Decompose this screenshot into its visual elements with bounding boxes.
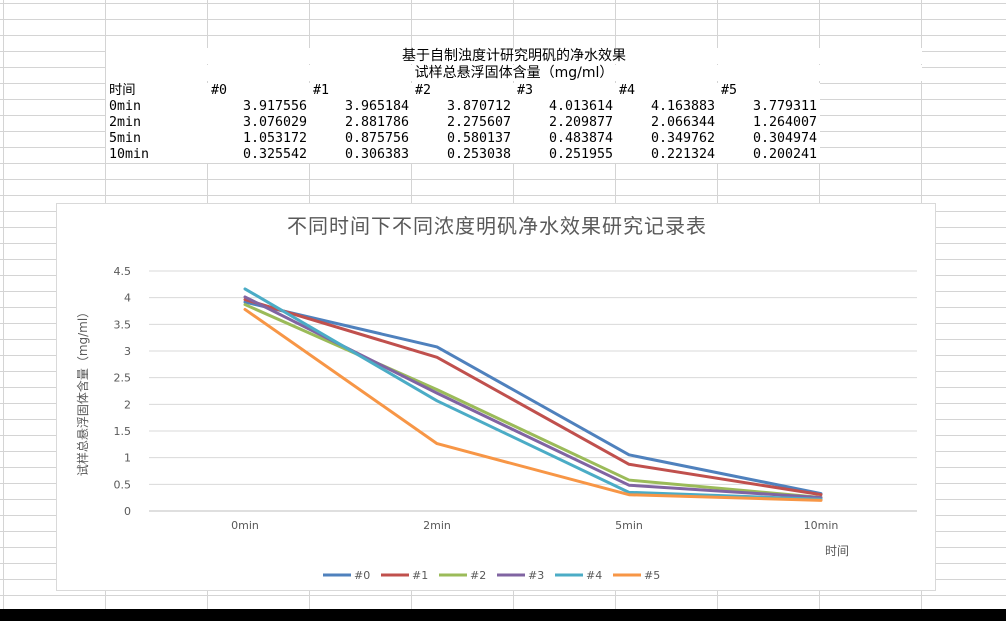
y-tick-label: 4.5	[114, 265, 132, 278]
time-cell[interactable]: 0min	[106, 99, 208, 115]
value-cell[interactable]: 3.076029	[208, 115, 310, 131]
value-cell[interactable]: 3.965184	[310, 99, 412, 115]
header-cell-2[interactable]: #2	[412, 83, 514, 99]
value-cell[interactable]: 3.779311	[718, 99, 820, 115]
y-tick-label: 4	[124, 292, 131, 305]
y-tick-label: 2.5	[114, 372, 132, 385]
x-tick-label: 10min	[804, 519, 839, 532]
chart-plot-svg: 0 0.5 1 1.5 2 2.5 3 3.5 4 4.5 0min 2min 5min 10min 时间 试…	[75, 265, 917, 582]
series-line-1	[243, 298, 823, 497]
value-cell[interactable]: 3.917556	[208, 99, 310, 115]
data-table: 时间 #0 #1 #2 #3 #4 #5 0min 3.917556 3.965…	[106, 83, 820, 163]
table-row: 10min 0.325542 0.306383 0.253038 0.25195…	[106, 147, 820, 163]
header-cell-4[interactable]: #4	[616, 83, 718, 99]
bottom-bar	[0, 609, 1006, 621]
y-tick-label: 0.5	[114, 478, 132, 491]
value-cell[interactable]: 0.325542	[208, 147, 310, 163]
series-line-2	[243, 303, 823, 500]
table-row: 5min 1.053172 0.875756 0.580137 0.483874…	[106, 131, 820, 147]
time-cell[interactable]: 2min	[106, 115, 208, 131]
value-cell[interactable]: 0.580137	[412, 131, 514, 147]
x-axis-title: 时间	[825, 544, 849, 558]
value-cell[interactable]: 0.483874	[514, 131, 616, 147]
value-cell[interactable]: 0.251955	[514, 147, 616, 163]
value-cell[interactable]: 0.304974	[718, 131, 820, 147]
value-cell[interactable]: 2.209877	[514, 115, 616, 131]
value-cell[interactable]: 1.053172	[208, 131, 310, 147]
line-chart[interactable]: 不同时间下不同浓度明矾净水效果研究记录表 0 0.5 1 1.5 2 2.5 3 3.5 4 4.…	[56, 203, 936, 591]
header-cell-1[interactable]: #1	[310, 83, 412, 99]
value-cell[interactable]: 0.221324	[616, 147, 718, 163]
value-cell[interactable]: 0.349762	[616, 131, 718, 147]
value-cell[interactable]: 0.306383	[310, 147, 412, 163]
value-cell[interactable]: 1.264007	[718, 115, 820, 131]
table-row: 0min 3.917556 3.965184 3.870712 4.013614…	[106, 99, 820, 115]
y-tick-label: 2	[124, 398, 131, 411]
value-cell[interactable]: 3.870712	[412, 99, 514, 115]
value-cell[interactable]: 0.253038	[412, 147, 514, 163]
series-line-0	[243, 300, 823, 496]
table-row: 2min 3.076029 2.881786 2.275607 2.209877…	[106, 115, 820, 131]
value-cell[interactable]: 0.200241	[718, 147, 820, 163]
sheet-title: 基于自制浊度计研究明矾的净水效果	[106, 48, 922, 64]
x-tick-label: 0min	[231, 519, 259, 532]
data-cell-block: 基于自制浊度计研究明矾的净水效果 试样总悬浮固体含量（mg/ml） 时间 #0 …	[106, 0, 922, 200]
x-tick-label: 2min	[423, 519, 451, 532]
legend-label: #3	[528, 569, 544, 582]
time-cell[interactable]: 10min	[106, 147, 208, 163]
table-header-row: 时间 #0 #1 #2 #3 #4 #5	[106, 83, 820, 99]
value-cell[interactable]: 0.875756	[310, 131, 412, 147]
header-cell-5[interactable]: #5	[718, 83, 820, 99]
series-line-5	[243, 307, 823, 502]
header-cell-0[interactable]: #0	[208, 83, 310, 99]
legend-label: #5	[644, 569, 660, 582]
y-tick-label: 3.5	[114, 318, 132, 331]
value-cell[interactable]: 2.881786	[310, 115, 412, 131]
sheet-subtitle: 试样总悬浮固体含量（mg/ml）	[106, 65, 922, 81]
legend-label: #1	[412, 569, 428, 582]
header-cell-3[interactable]: #3	[514, 83, 616, 99]
x-tick-label: 5min	[615, 519, 643, 532]
value-cell[interactable]: 2.066344	[616, 115, 718, 131]
value-cell[interactable]: 4.163883	[616, 99, 718, 115]
legend-label: #2	[470, 569, 486, 582]
y-tick-label: 3	[124, 345, 131, 358]
value-cell[interactable]: 2.275607	[412, 115, 514, 131]
y-axis-title: 试样总悬浮固体含量（mg/ml）	[75, 306, 90, 476]
chart-title: 不同时间下不同浓度明矾净水效果研究记录表	[287, 214, 707, 238]
y-tick-label: 1	[124, 452, 131, 465]
y-tick-label: 1.5	[114, 425, 132, 438]
time-cell[interactable]: 5min	[106, 131, 208, 147]
legend-label: #0	[354, 569, 370, 582]
header-cell-time[interactable]: 时间	[106, 83, 208, 99]
series-line-4	[243, 287, 823, 501]
value-cell[interactable]: 4.013614	[514, 99, 616, 115]
legend-label: #4	[586, 569, 602, 582]
y-tick-label: 0	[124, 505, 131, 518]
